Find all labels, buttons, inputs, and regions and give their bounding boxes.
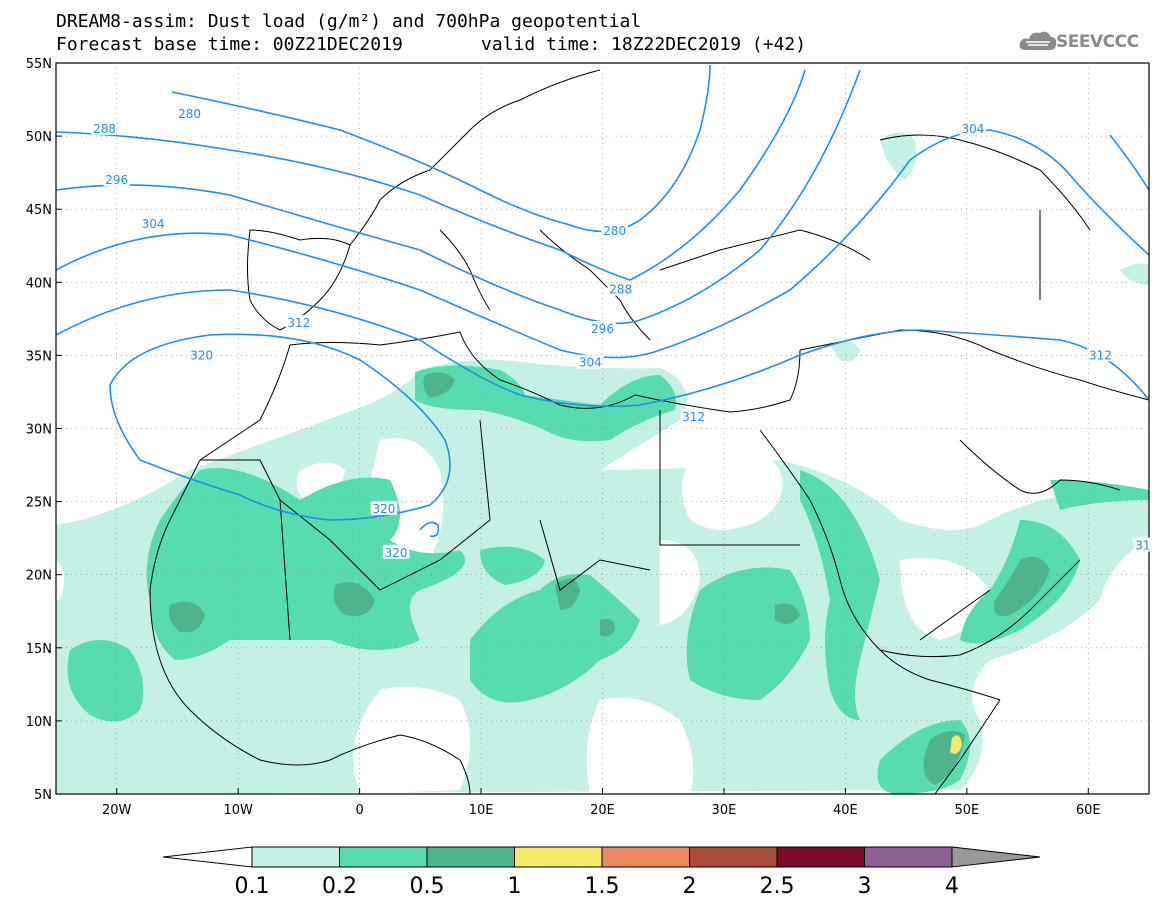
colorbar-label: 4 bbox=[945, 874, 959, 899]
coastlines bbox=[149, 69, 1149, 794]
colorbar-label: 1.5 bbox=[585, 874, 620, 899]
contour-label: 288 bbox=[609, 283, 632, 297]
lat-label: 55N bbox=[26, 57, 52, 72]
contour-label: 296 bbox=[591, 322, 614, 336]
colorbar-cell bbox=[251, 846, 340, 868]
longitude-axis: 20W 10W 0 10E 20E 30E 40E 50E 60E bbox=[102, 63, 1101, 818]
contour-label: 31 bbox=[1135, 538, 1150, 552]
lat-label: 35N bbox=[26, 349, 52, 364]
lat-label: 30N bbox=[26, 423, 52, 438]
contour-label-bg bbox=[188, 347, 215, 362]
colorbar-cell bbox=[339, 846, 428, 868]
colorbar-label: 2.5 bbox=[760, 874, 795, 899]
lon-label: 10W bbox=[223, 803, 253, 818]
colorbar-label: 1 bbox=[508, 874, 522, 899]
contour-label: 304 bbox=[961, 122, 984, 136]
contour-label-bg bbox=[91, 120, 118, 135]
colorbar-label: 0.2 bbox=[322, 874, 357, 899]
contour-label-bg bbox=[176, 106, 203, 121]
colorbar-label: 3 bbox=[858, 874, 872, 899]
forecast-base-time: Forecast base time: 00Z21DEC2019 bbox=[56, 34, 403, 55]
lon-label: 40E bbox=[833, 803, 858, 818]
colorbar-label: 0.1 bbox=[235, 874, 270, 899]
colorbar-cell bbox=[601, 846, 690, 868]
contour-label-bg bbox=[577, 354, 604, 369]
lon-label: 50E bbox=[954, 803, 979, 818]
colorbar-right-arrow bbox=[951, 846, 1041, 868]
lat-label: 40N bbox=[26, 276, 52, 291]
colorbar-label: 2 bbox=[683, 874, 697, 899]
lon-label: 30E bbox=[712, 803, 737, 818]
lon-label: 20W bbox=[102, 803, 132, 818]
lat-label: 5N bbox=[34, 788, 52, 803]
valid-time: valid time: 18Z22DEC2019 (+42) bbox=[481, 34, 807, 55]
colorbar-cell bbox=[689, 846, 778, 868]
lat-label: 25N bbox=[26, 496, 52, 511]
contour-label: 320 bbox=[372, 502, 395, 516]
contour-label: 304 bbox=[142, 217, 165, 231]
lat-label: 45N bbox=[26, 203, 52, 218]
contour-label-bg bbox=[601, 223, 628, 238]
colorbar-label: 0.5 bbox=[410, 874, 445, 899]
lat-label: 15N bbox=[26, 642, 52, 657]
dust-field bbox=[56, 132, 1149, 794]
contour-label: 280 bbox=[178, 107, 201, 121]
colorbar-cell bbox=[426, 846, 515, 868]
lat-label: 20N bbox=[26, 569, 52, 584]
seevccc-cloud-logo-icon bbox=[1019, 31, 1057, 50]
contour-label: 280 bbox=[603, 224, 626, 238]
contour-label-bg bbox=[370, 500, 398, 515]
contour-label-bg bbox=[1133, 537, 1153, 552]
colorbar: 0.1 0.2 0.5 1 1.5 2 2.5 3 4 bbox=[162, 846, 1041, 899]
contour-label: 312 bbox=[1089, 348, 1112, 362]
contour-label: 320 bbox=[385, 546, 408, 560]
contour-label-bg bbox=[680, 408, 707, 423]
contour-label-bg bbox=[285, 315, 313, 330]
contour-label: 312 bbox=[682, 410, 705, 424]
colorbar-cell bbox=[864, 846, 953, 868]
lon-label: 20E bbox=[590, 803, 615, 818]
map-title: DREAM8-assim: Dust load (g/m²) and 700hP… bbox=[56, 11, 642, 32]
lon-label: 0 bbox=[355, 803, 363, 818]
contour-label-bg bbox=[607, 281, 634, 296]
contour-label: 296 bbox=[105, 173, 128, 187]
contour-label: 312 bbox=[287, 316, 310, 330]
contour-label-bg bbox=[1087, 347, 1114, 362]
logo-text: SEEVCCC bbox=[1056, 32, 1139, 52]
geopotential-contours bbox=[56, 64, 1149, 538]
contour-label: 288 bbox=[93, 122, 116, 136]
contour-label-bg bbox=[959, 120, 987, 135]
colorbar-left-arrow bbox=[162, 846, 253, 868]
colorbar-cell bbox=[776, 846, 865, 868]
contour-label-bg bbox=[139, 215, 167, 230]
lat-label: 10N bbox=[26, 715, 52, 730]
contour-label-bg bbox=[382, 544, 410, 559]
contour-labels: 2802882963043123202802882963043123203203… bbox=[91, 106, 1153, 560]
contour-label: 304 bbox=[579, 356, 602, 370]
colorbar-cell bbox=[514, 846, 603, 868]
lon-label: 60E bbox=[1076, 803, 1101, 818]
lat-label: 50N bbox=[26, 130, 52, 145]
lon-label: 10E bbox=[469, 803, 494, 818]
